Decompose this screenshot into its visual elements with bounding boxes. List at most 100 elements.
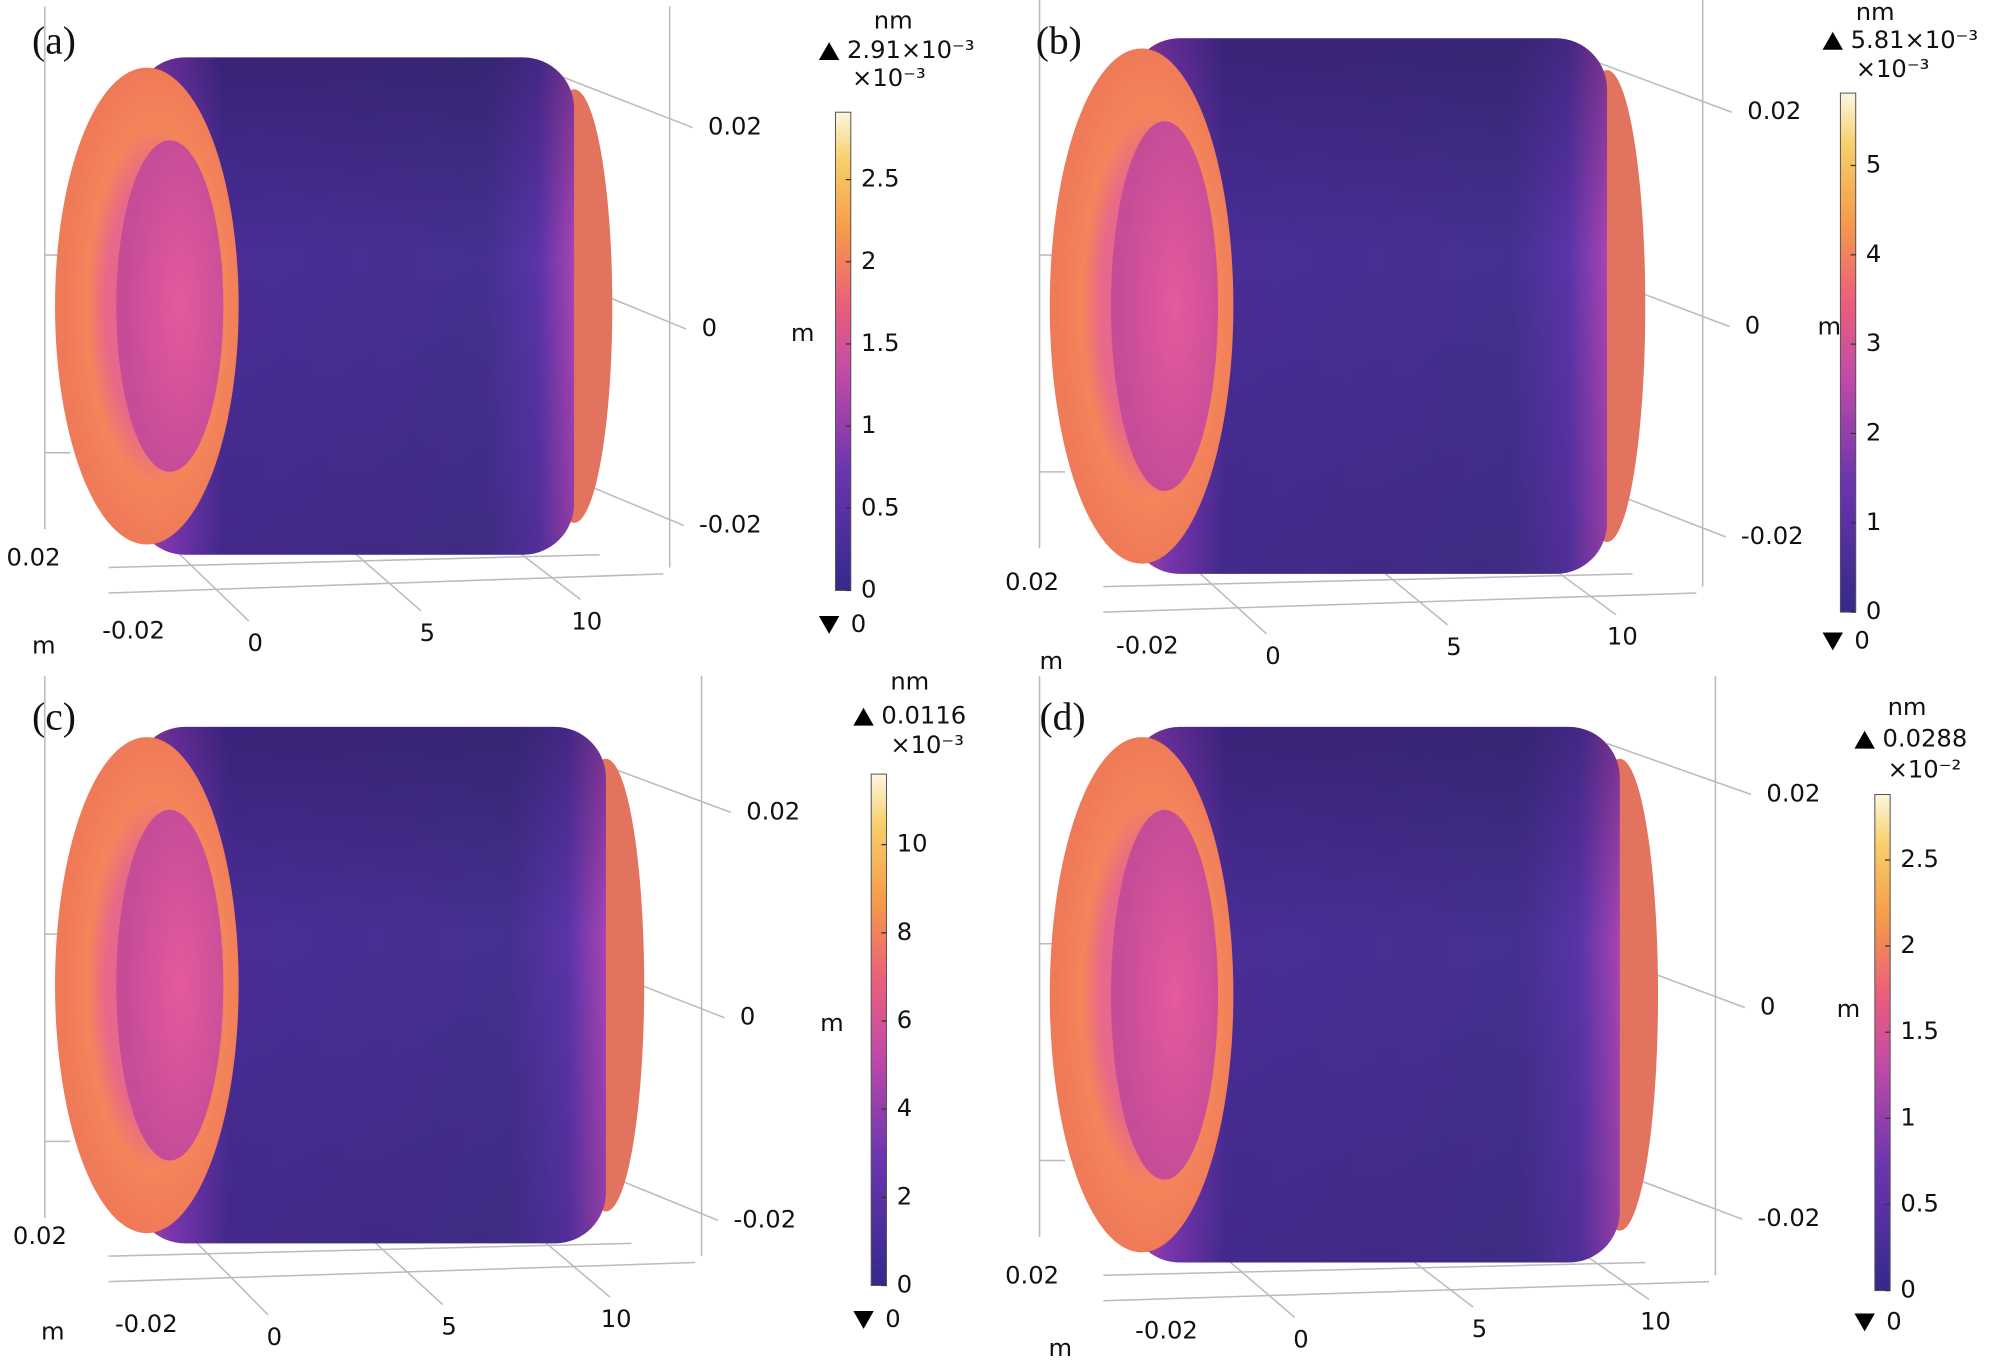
colorbar-tick-label: 6 (897, 1006, 912, 1034)
colorbar-tick-label: 1 (1900, 1103, 1915, 1131)
colorbar-unit: nm (1888, 693, 1927, 721)
y-tick-label: -0.02 (102, 616, 165, 644)
panel: (b) 0.02 0 -0.02 m 0.02 -0.02 m 0 5 10 0 1 2 3 4 5 nm5.81… (1005, 0, 1978, 675)
axis-line (561, 75, 693, 129)
colorbar-min: 0 (885, 1305, 900, 1333)
min-marker (1854, 1313, 1875, 1332)
z-axis-label: m (820, 1009, 844, 1037)
colorbar-tick-label: 2.5 (1900, 845, 1939, 873)
z-tick-label: -0.02 (733, 1205, 796, 1233)
colorbar-multiplier: ×10⁻³ (852, 64, 926, 92)
colorbar-tick-label: 1.5 (1900, 1017, 1939, 1045)
cylinder-inner (1110, 121, 1219, 491)
y-axis-label: m (1040, 647, 1064, 675)
axis-line (108, 1261, 696, 1283)
cylinder-inner (1110, 809, 1219, 1180)
panel-label: (d) (1040, 695, 1086, 739)
colorbar-max: 5.81×10⁻³ (1851, 26, 1979, 54)
z-tick-label: -0.02 (1758, 1204, 1821, 1232)
axis-line (1594, 60, 1733, 113)
x-tick-label: 5 (420, 619, 435, 647)
axis-line (108, 573, 664, 594)
colorbar-tick-label: 2 (1866, 418, 1881, 446)
z-axis-label: m (1817, 313, 1841, 341)
axis-line (1606, 742, 1752, 796)
x-tick-label: 0 (1265, 642, 1280, 670)
z-tick-label: 0 (702, 314, 717, 342)
colorbar-tick-label: 5 (1866, 150, 1881, 178)
max-marker (853, 707, 874, 726)
colorbar-tick-label: 2 (1900, 931, 1915, 959)
y-axis-label: m (32, 632, 56, 660)
z-tick-label: 0.02 (1766, 780, 1820, 808)
colorbar-tick-label: 2 (861, 247, 876, 275)
cylinder-shade (134, 57, 575, 555)
y-tick-label: 0.02 (7, 544, 61, 572)
x-tick-label: 0 (267, 1323, 282, 1351)
panel: (d) 0.02 0 -0.02 m 0.02 -0.02 m 0 5 10 0 0.5 1 1.5 2 2.5… (1005, 675, 1967, 1362)
axis-line (1103, 573, 1633, 588)
axis-line (108, 1242, 632, 1257)
z-axis-label: m (1837, 995, 1861, 1023)
x-tick-label: 0 (248, 629, 263, 657)
colorbar-tick-label: 3 (1866, 329, 1881, 357)
colorbar (870, 773, 888, 1286)
cylinder-shade (134, 726, 606, 1244)
x-tick-label: 5 (441, 1313, 456, 1341)
colorbar (1874, 793, 1891, 1292)
panel-label: (b) (1036, 19, 1082, 63)
colorbar-unit: nm (890, 667, 929, 695)
z-tick-label: -0.02 (699, 510, 762, 538)
z-tick-label: 0.02 (746, 797, 800, 825)
axis-line (1103, 1280, 1710, 1302)
panel-label: (a) (32, 19, 76, 63)
colorbar-min: 0 (851, 610, 866, 638)
max-marker (1854, 730, 1875, 749)
colorbar-tick-label: 0.5 (1900, 1189, 1939, 1217)
panel-label: (c) (32, 695, 76, 739)
colorbar-min: 0 (1854, 626, 1869, 654)
axis-line (1103, 1261, 1646, 1277)
max-marker (1822, 31, 1843, 50)
cylinder-inner (116, 140, 224, 472)
colorbar-multiplier: ×10⁻³ (1856, 55, 1930, 83)
colorbar-tick-label: 1 (861, 411, 876, 439)
colorbar-max: 2.91×10⁻³ (847, 36, 975, 64)
x-tick-label: 5 (1472, 1315, 1487, 1343)
z-tick-label: -0.02 (1741, 522, 1804, 550)
x-tick-label: 0 (1293, 1325, 1308, 1353)
min-marker (853, 1310, 874, 1329)
cylinder-inner (116, 809, 224, 1161)
z-tick-label: 0 (740, 1003, 755, 1031)
colorbar-min: 0 (1886, 1307, 1901, 1335)
colorbar-tick-label: 4 (1866, 240, 1881, 268)
panel: (a) 0.02 0 -0.02 m 0.02 -0.02 m 0 5 10 0 0.5 1 1.5 2 2.5… (7, 6, 975, 660)
y-tick-label: -0.02 (1116, 632, 1179, 660)
y-axis-label: m (41, 1318, 65, 1346)
colorbar (834, 111, 852, 591)
x-tick-label: 5 (1446, 633, 1461, 661)
colorbar-multiplier: ×10⁻² (1888, 755, 1962, 783)
y-tick-label: -0.02 (115, 1310, 178, 1338)
colorbar-unit: nm (1856, 0, 1895, 26)
z-tick-label: 0.02 (1747, 97, 1801, 125)
y-tick-label: 0.02 (1005, 568, 1059, 596)
x-tick-label: 10 (1607, 623, 1638, 651)
colorbar-multiplier: ×10⁻³ (890, 731, 964, 759)
colorbar-tick-label: 0 (897, 1270, 912, 1298)
colorbar-tick-label: 0 (1900, 1276, 1915, 1304)
z-tick-label: 0.02 (708, 113, 762, 141)
x-tick-label: 10 (1640, 1307, 1671, 1335)
y-tick-label: 0.02 (1005, 1262, 1059, 1290)
cylinder-shade (1128, 38, 1608, 574)
panel: (c) 0.02 0 -0.02 m 0.02 -0.02 m 0 5 10 0 2 4 6 8 10 nm 0.0… (13, 667, 966, 1350)
x-tick-label: 10 (571, 607, 602, 635)
x-tick-label: 10 (601, 1305, 632, 1333)
colorbar-tick-label: 1 (1866, 508, 1881, 536)
max-marker (818, 42, 840, 60)
colorbar-tick-label: 0 (861, 575, 876, 603)
axis-line (1103, 592, 1697, 613)
colorbar-tick-label: 0.5 (861, 493, 900, 521)
colorbar-tick-label: 2 (897, 1182, 912, 1210)
